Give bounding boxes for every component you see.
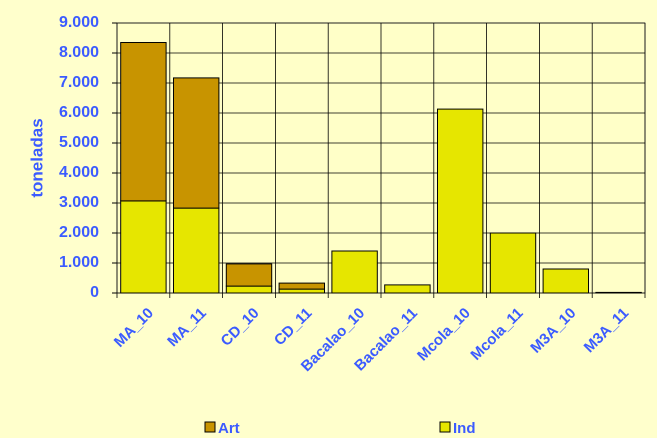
legend-label: Ind: [453, 420, 476, 437]
bar-segment: [172, 207, 220, 294]
bar-segment: [172, 77, 220, 209]
y-tick-label: 8.000: [59, 44, 99, 61]
bar-segment: [542, 268, 590, 294]
bar-segment: [225, 285, 273, 294]
y-tick-label: 2.000: [59, 224, 99, 241]
y-tick-label: 5.000: [59, 134, 99, 151]
bar-segment: [120, 42, 167, 202]
bar-segment: [436, 108, 484, 294]
bar-segment: [225, 263, 273, 287]
y-tick-label: 6.000: [59, 104, 99, 121]
legend-swatch: [204, 421, 216, 433]
y-tick-label: 9.000: [59, 14, 99, 31]
y-tick-label: 0: [90, 284, 99, 301]
y-tick-label: 4.000: [59, 164, 99, 181]
y-tick-label: 3.000: [59, 194, 99, 211]
bar-segment: [278, 288, 326, 294]
y-tick-label: 1.000: [59, 254, 99, 271]
bar-segment: [489, 232, 537, 294]
bar-segment: [595, 291, 642, 294]
bar-segment: [331, 250, 378, 294]
bar-segment: [384, 284, 431, 294]
y-tick-label: 7.000: [59, 74, 99, 91]
bar-segment: [278, 282, 326, 290]
y-axis-label: toneladas: [27, 118, 46, 197]
legend-label: Art: [218, 420, 240, 437]
bar-segment: [120, 200, 167, 294]
legend-swatch: [439, 421, 451, 433]
